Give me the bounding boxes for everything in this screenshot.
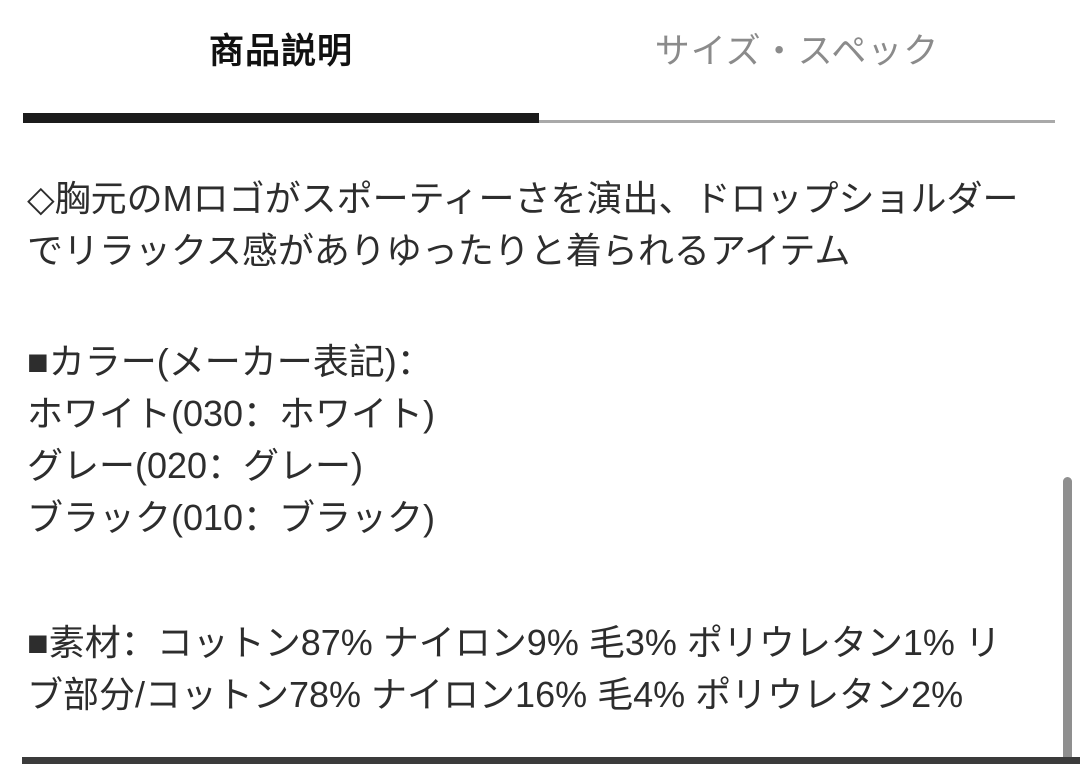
color-heading: ■カラー(メーカー表記)： <box>27 341 433 382</box>
inactive-tab-indicator <box>539 120 1055 123</box>
active-tab-indicator <box>23 113 539 123</box>
tab-size-spec[interactable]: サイズ・スペック <box>539 0 1055 123</box>
tab-bar: 商品説明 サイズ・スペック <box>0 0 1080 123</box>
color-item-black: ブラック(010：ブラック) <box>27 497 436 538</box>
tab-product-description[interactable]: 商品説明 <box>23 0 539 123</box>
material-text: ■素材：コットン87% ナイロン9% 毛3% ポリウレタン1% リブ部分/コット… <box>27 622 1001 715</box>
product-description-panel: ◇胸元のMロゴがスポーティーさを演出、ドロップショルダーでリラックス感がありゆっ… <box>0 173 1080 721</box>
color-item-white: ホワイト(030：ホワイト) <box>27 393 436 434</box>
tab-product-description-label: 商品説明 <box>208 32 353 71</box>
next-section-divider <box>22 757 1080 764</box>
tab-size-spec-label: サイズ・スペック <box>654 32 940 71</box>
scrollbar-thumb[interactable] <box>1063 477 1072 764</box>
color-list: ■カラー(メーカー表記)： ホワイト(030：ホワイト) グレー(020：グレー… <box>27 336 1036 544</box>
product-intro-text: ◇胸元のMロゴがスポーティーさを演出、ドロップショルダーでリラックス感がありゆっ… <box>27 178 1019 271</box>
color-item-gray: グレー(020：グレー) <box>27 445 364 486</box>
